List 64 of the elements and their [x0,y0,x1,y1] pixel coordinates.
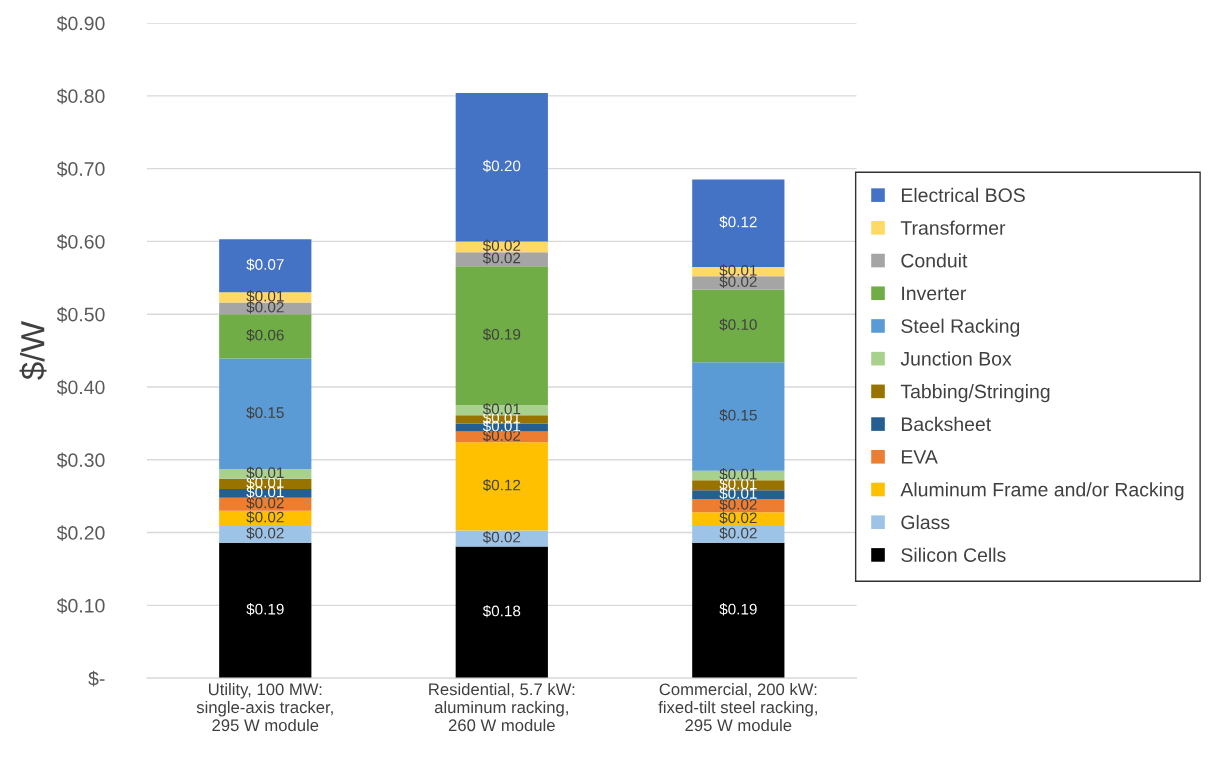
data-label: $0.19 [482,328,521,341]
legend-label: Steel Racking [901,318,1020,337]
bar [219,526,312,543]
data-label: $0.07 [246,258,284,271]
data-label: $0.02 [482,239,521,252]
data-label: $0.19 [246,603,284,616]
data-label: $0.02 [719,498,757,511]
y-tick-label: $0.40 [56,379,105,396]
legend-label: Glass [901,514,950,530]
y-tick-label: $0.20 [56,525,105,541]
bar [455,530,548,547]
bar [219,488,312,498]
y-tick-label: $0.90 [56,15,105,32]
y-tick-label: $- [88,670,105,687]
bar [455,442,548,531]
y-tick-label: $0.30 [56,452,105,469]
y-tick-label: $0.60 [56,234,105,250]
legend-label: Junction Box [900,351,1012,366]
data-label: $0.12 [482,478,521,492]
data-label: $0.02 [719,511,757,525]
legend-label: Tabbing/Stringing [900,384,1050,403]
x-tick-label: Utility, 100 MW: single-axis tracker, 295 W module [196,683,333,732]
bar [692,289,785,363]
legend-label: Conduit [901,253,968,268]
bar [692,512,785,527]
legend-label: EVA [901,450,938,464]
y-tick-label: $0.70 [56,161,105,178]
bar [455,546,548,679]
data-label: $0.20 [482,159,521,173]
data-label: $0.02 [246,496,284,510]
data-label: $0.02 [482,531,521,544]
y-tick-label: $0.50 [56,306,105,323]
x-tick-label: Residential, 5.7 kW: aluminum racking, 260 W module [429,683,575,732]
data-label: $0.19 [719,603,757,616]
data-label: $0.15 [719,409,757,422]
data-label: $0.01 [719,264,757,277]
legend-label: Electrical BOS [901,187,1025,203]
y-tick-label: $0.10 [56,598,105,614]
x-tick-label: Commercial, 200 kW: fixed-tilt steel racking, 295 W module [658,683,817,732]
y-axis-title: $/W [19,321,47,380]
data-label: $0.02 [246,527,284,540]
legend-label: Silicon Cells [901,547,1006,562]
legend-label: Transformer [900,220,1006,235]
data-label: $0.02 [719,527,757,540]
legend-label: Inverter [902,286,966,301]
bar [692,542,785,679]
data-label: $0.01 [246,290,284,303]
data-label: $0.02 [719,275,757,288]
bar [219,292,312,303]
data-label: $0.02 [246,511,284,524]
data-label: $0.15 [246,406,284,419]
data-label: $0.02 [482,251,521,265]
data-label: $0.12 [719,215,757,229]
bar [219,542,312,679]
legend-label: Aluminum Frame and/or Racking [900,482,1184,501]
y-tick-label: $0.80 [56,88,105,105]
data-label: $0.02 [246,301,284,314]
bar [219,314,312,359]
data-label: $0.06 [246,329,284,342]
legend-label: Backsheet [901,416,992,432]
data-label: $0.18 [482,604,521,618]
data-label: $0.10 [719,318,757,331]
bar [455,252,548,267]
bar [692,526,785,543]
